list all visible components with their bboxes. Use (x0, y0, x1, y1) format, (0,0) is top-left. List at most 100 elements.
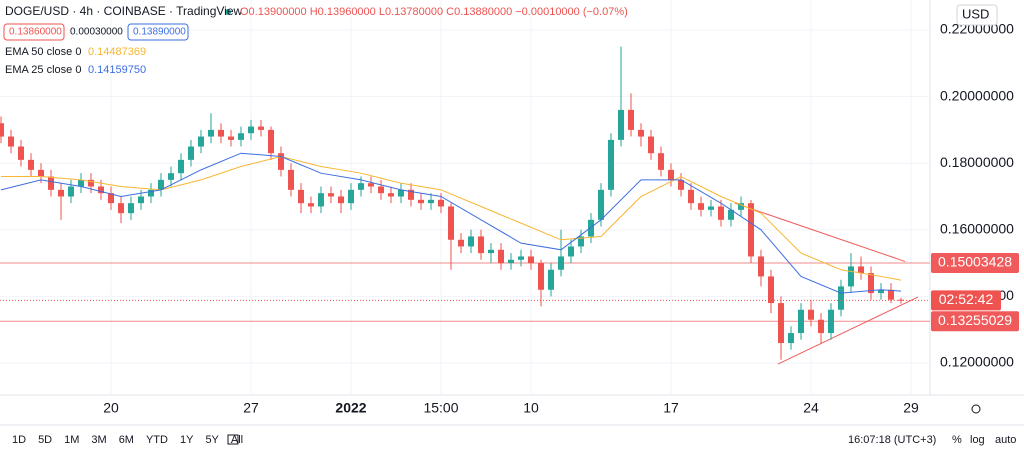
x-tick-label: 10 (523, 400, 539, 416)
price-label-bg (931, 252, 1019, 273)
candle-body (498, 249, 504, 264)
settings-icon[interactable] (971, 404, 981, 414)
candle-body (848, 266, 854, 287)
compare-icon[interactable] (227, 434, 239, 445)
candle-body (148, 189, 154, 197)
countdown-bg (931, 290, 1001, 311)
range-button[interactable]: 1D (12, 434, 26, 446)
candle-body (0, 123, 4, 137)
legend-name: EMA 50 close 0 (5, 46, 81, 58)
countdown-label: 02:52:42 (939, 291, 994, 307)
axis-option[interactable]: % (952, 434, 962, 446)
range-button[interactable]: 6M (119, 434, 134, 446)
candle-body (838, 286, 844, 310)
candle-body (518, 256, 524, 260)
candle-body (98, 186, 104, 194)
axis-option[interactable]: log (970, 434, 985, 446)
candle-body (548, 269, 554, 290)
range-button[interactable]: 5Y (205, 434, 219, 446)
x-tick-label: 29 (903, 400, 919, 416)
candle-body (538, 263, 544, 290)
ema-line (0, 152, 902, 294)
candle-body (698, 203, 704, 210)
x-tick-label: 24 (803, 400, 819, 416)
y-tick-label: 0.12000000 (940, 354, 1014, 370)
candle-body (188, 146, 194, 160)
candle-body (328, 193, 334, 197)
candle-body (648, 136, 654, 154)
candle-body (458, 239, 464, 247)
candle-body (758, 256, 764, 277)
candle-body (228, 136, 234, 140)
candle-body (578, 236, 584, 247)
candle-body (808, 309, 814, 320)
candle-body (278, 153, 284, 170)
candle-body (598, 189, 604, 220)
candle-body (768, 276, 774, 304)
symbol: DOGE/USD · 4h · COINBASE · TradingView (5, 4, 243, 18)
trend-line (777, 296, 919, 365)
candle-body (208, 129, 214, 137)
candle-body (478, 236, 484, 254)
candle-body (858, 266, 864, 274)
range-button[interactable]: All (231, 434, 243, 446)
candle-body (618, 109, 624, 140)
candle-body (738, 203, 744, 210)
candle-body (38, 169, 44, 177)
range-button[interactable]: YTD (146, 434, 168, 446)
candle-body (678, 179, 684, 190)
y-tick-label: 0.20000000 (940, 87, 1014, 103)
range-button[interactable]: 1M (64, 434, 79, 446)
candle-body (428, 199, 434, 204)
candle-body (668, 169, 674, 180)
candle-body (468, 236, 474, 247)
candle-body (68, 186, 74, 197)
candle-body (508, 259, 514, 264)
range-button[interactable]: 1Y (180, 434, 194, 446)
y-tick-label: 0.18000000 (940, 154, 1014, 170)
candle-body (178, 159, 184, 174)
candle-body (338, 196, 344, 204)
price-label-bg (931, 311, 1019, 332)
status-dot (225, 9, 231, 15)
candle-body (18, 146, 24, 160)
candle-body (448, 206, 454, 240)
range-button[interactable]: 5D (38, 434, 52, 446)
candle-body (378, 186, 384, 194)
bid: 0.13860000 (9, 27, 62, 38)
candle-body (218, 129, 224, 137)
candle-body (88, 179, 94, 187)
candle-body (58, 189, 64, 197)
candle-body (488, 249, 494, 254)
candle-body (528, 256, 534, 264)
candle-body (778, 303, 784, 344)
candle-body (388, 193, 394, 197)
candle-body (158, 179, 164, 190)
candle-body (748, 203, 754, 257)
range-button[interactable]: 3M (91, 434, 106, 446)
candle-body (398, 189, 404, 197)
candle-body (818, 319, 824, 334)
candle-body (118, 203, 124, 214)
ask-box (127, 23, 189, 41)
candle-body (658, 153, 664, 170)
ask: 0.13890000 (133, 27, 186, 38)
axis-option[interactable]: auto (995, 434, 1016, 446)
candle-body (878, 289, 884, 294)
bid-box (3, 23, 65, 41)
candle-body (418, 199, 424, 204)
candle-body (238, 133, 244, 140)
candle-body (638, 129, 644, 137)
candle-body (168, 173, 174, 180)
currency-box[interactable] (956, 4, 998, 26)
price-label: 0.15003428 (938, 254, 1012, 270)
candle-body (718, 206, 724, 220)
candle-body (888, 289, 894, 300)
y-tick-label: 0.16000000 (940, 221, 1014, 237)
candle-body (48, 176, 54, 190)
currency[interactable]: USD (962, 6, 989, 21)
ema-line (1, 156, 902, 281)
candle-body (438, 199, 444, 207)
candle-body (788, 333, 794, 344)
